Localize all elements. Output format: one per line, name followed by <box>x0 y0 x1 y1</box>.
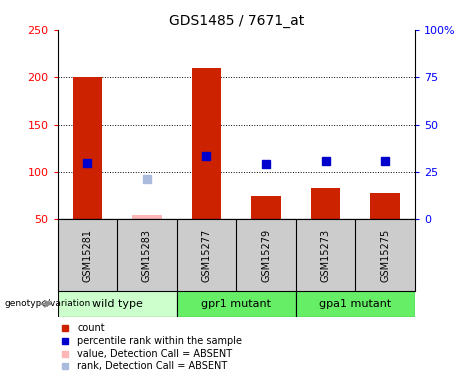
Title: GDS1485 / 7671_at: GDS1485 / 7671_at <box>169 13 304 28</box>
Bar <box>192 68 221 219</box>
Text: count: count <box>77 323 105 333</box>
Text: genotype/variation: genotype/variation <box>5 299 91 308</box>
Text: percentile rank within the sample: percentile rank within the sample <box>77 336 242 346</box>
Text: GSM15281: GSM15281 <box>83 228 92 282</box>
Bar <box>177 291 296 317</box>
Bar <box>296 291 415 317</box>
Bar <box>132 214 162 219</box>
Bar <box>58 291 177 317</box>
Text: gpr1 mutant: gpr1 mutant <box>201 299 271 309</box>
Text: value, Detection Call = ABSENT: value, Detection Call = ABSENT <box>77 348 232 358</box>
Text: gpa1 mutant: gpa1 mutant <box>319 299 391 309</box>
Text: wild type: wild type <box>92 299 142 309</box>
Text: rank, Detection Call = ABSENT: rank, Detection Call = ABSENT <box>77 361 228 371</box>
Bar <box>251 196 281 219</box>
Text: GSM15273: GSM15273 <box>320 228 331 282</box>
Bar <box>370 193 400 219</box>
Text: GSM15283: GSM15283 <box>142 228 152 282</box>
Text: GSM15279: GSM15279 <box>261 228 271 282</box>
Bar <box>311 188 341 219</box>
Text: GSM15277: GSM15277 <box>201 228 212 282</box>
Text: GSM15275: GSM15275 <box>380 228 390 282</box>
Bar <box>72 77 102 219</box>
